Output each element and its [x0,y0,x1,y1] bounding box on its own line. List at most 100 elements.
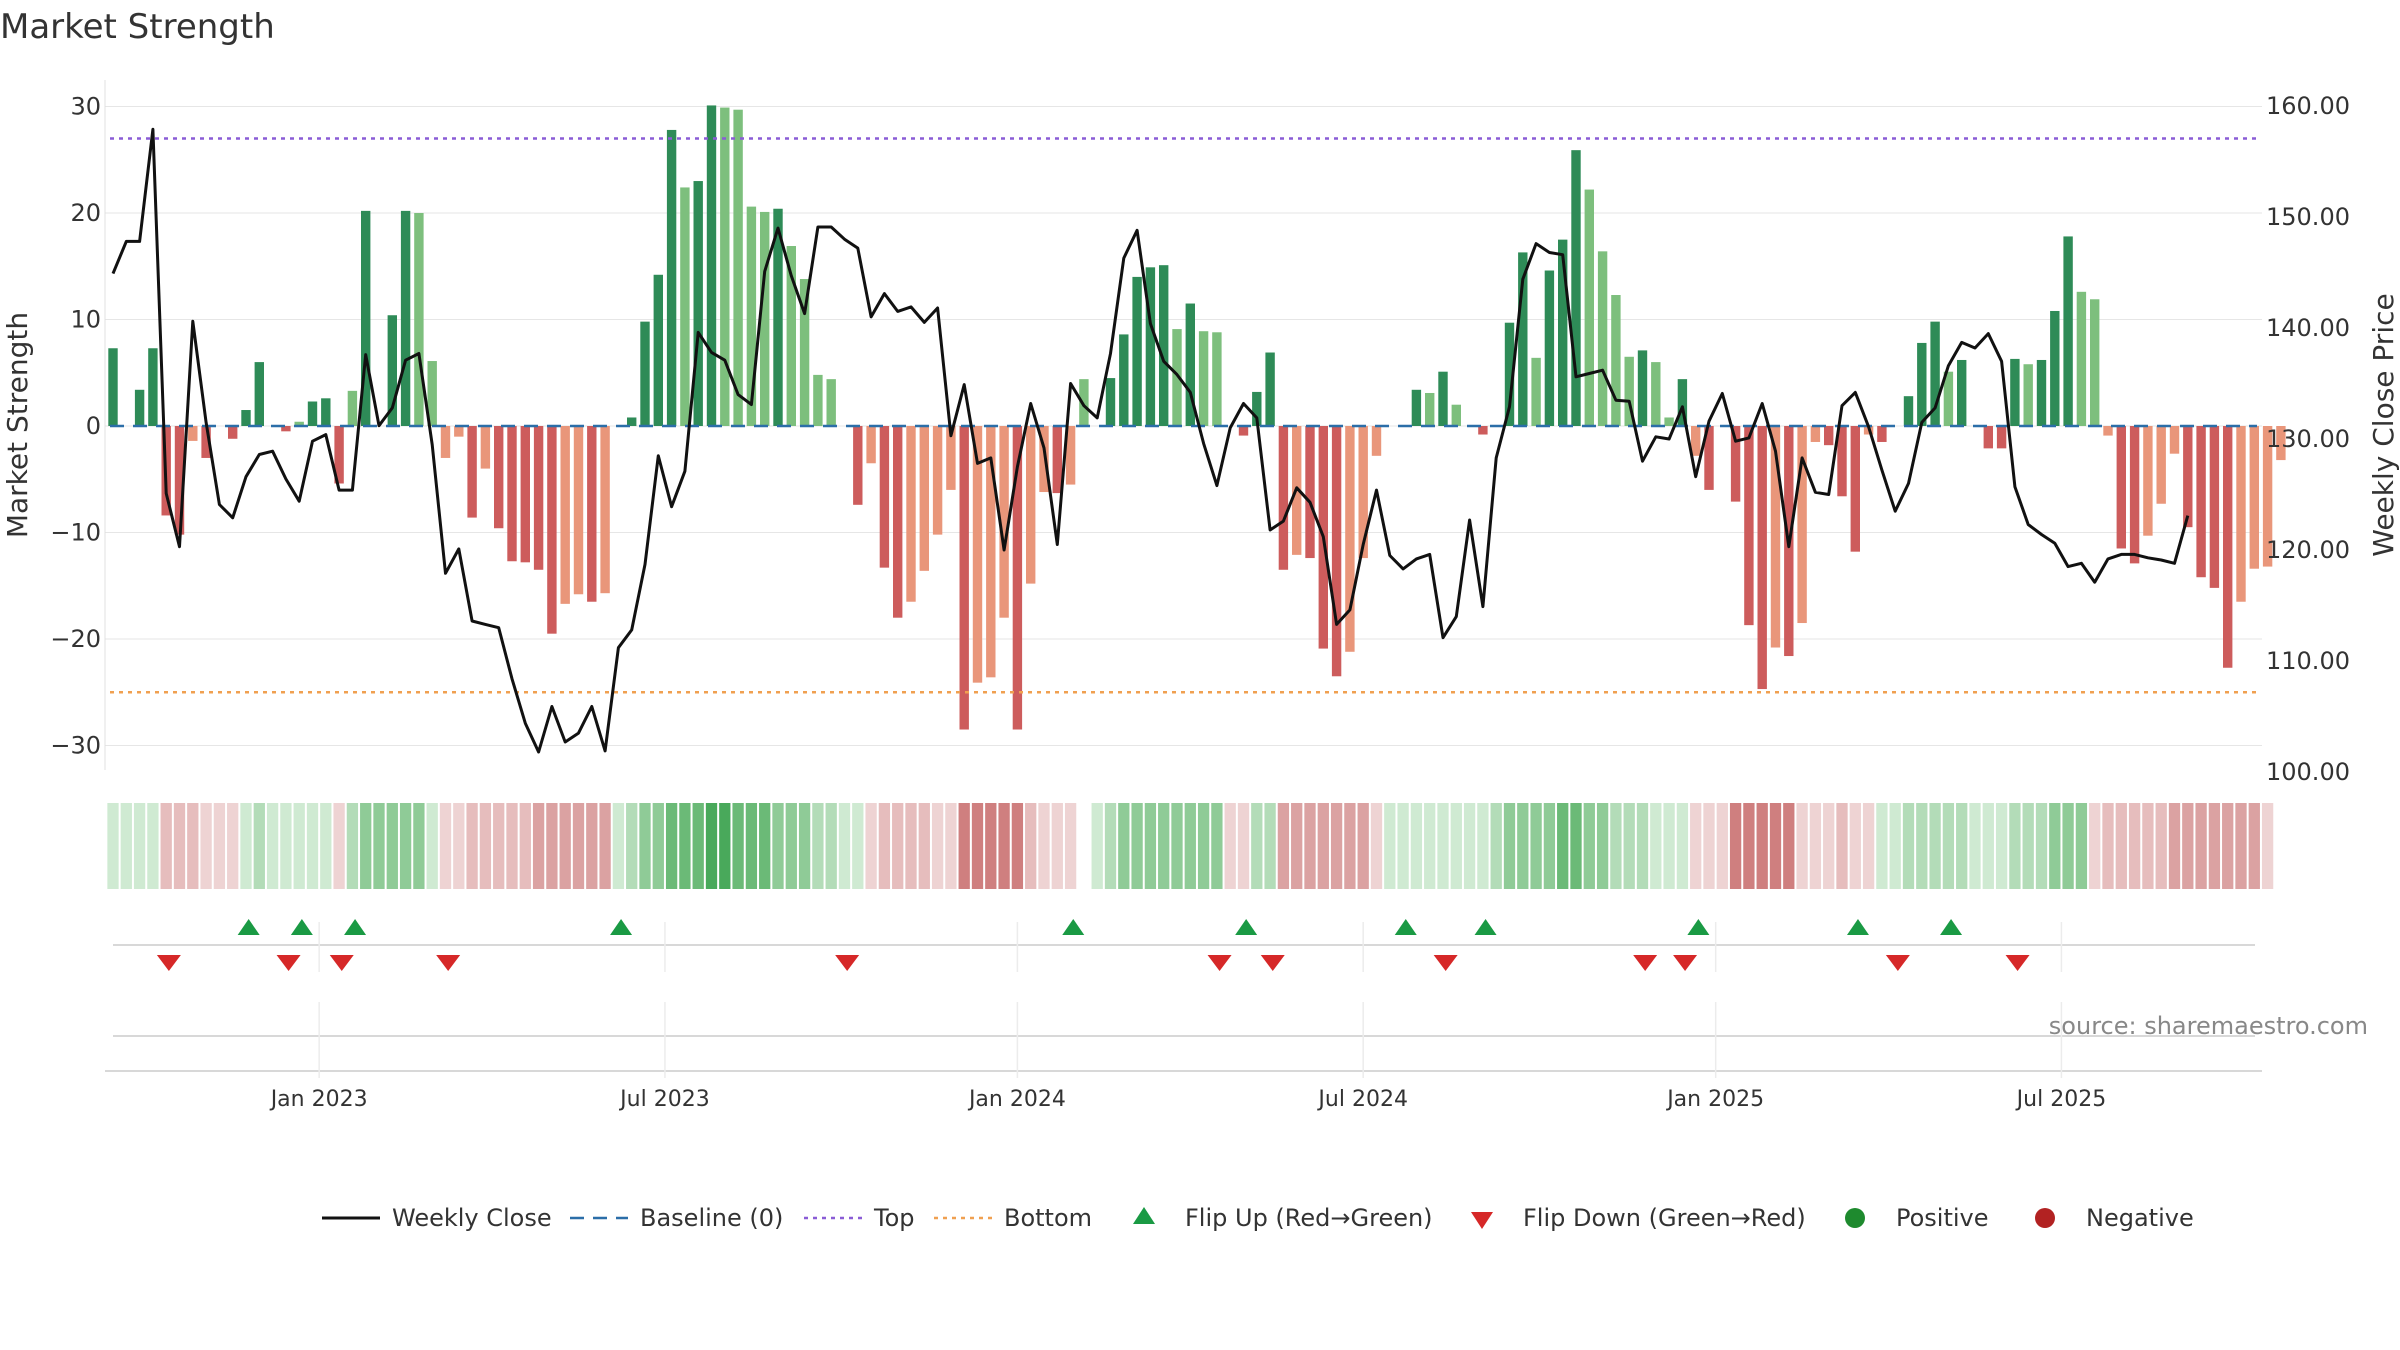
strength-bar-positive [666,129,677,426]
strength-bar-negative [533,426,544,570]
strength-bar-negative [1730,426,1741,502]
strength-bar-negative [2129,426,2140,564]
strength-bar-negative [1052,426,1062,494]
composite-cell [1330,803,1343,889]
composite-cell [306,803,319,889]
composite-cell [1410,803,1423,889]
strength-bar-positive [1145,267,1156,426]
composite-cell [1197,803,1210,889]
strength-bar-positive [786,246,796,426]
composite-cell [1796,803,1808,889]
composite-cell [1038,803,1050,889]
composite-cell [1623,803,1635,889]
strength-bar-positive [2076,291,2087,426]
composite-cell [399,803,412,889]
right-tick-label: 110.00 [2266,647,2350,675]
strength-bar-positive [2010,358,2020,426]
flip-down-marker [1885,955,1910,971]
composite-cell [2248,803,2260,889]
composite-cell [2168,803,2181,889]
composite-cell [1051,803,1063,889]
strength-bar-positive [2090,299,2100,426]
composite-cell [1610,803,1622,889]
strength-bar-positive [294,421,304,426]
strength-bar-positive [400,210,411,426]
legend-swatch-circle [2035,1208,2055,1228]
strength-bar-negative [2196,426,2206,578]
composite-cell [1118,803,1130,889]
strength-bar-positive [347,390,358,426]
composite-cell [413,803,425,889]
composite-cell [1437,803,1449,889]
composite-cell [1916,803,1928,889]
strength-bar-positive [706,105,717,426]
right-tick-label: 120.00 [2266,536,2350,564]
composite-cell [1477,803,1489,889]
composite-cell [2182,803,2194,889]
strength-bar-negative [2223,426,2233,668]
strength-bar-negative [946,426,956,490]
composite-cell [160,803,172,889]
composite-cell [532,803,545,889]
composite-cell [905,803,917,889]
source-note: source: sharemaestro.com [2049,1012,2368,1040]
composite-cell [1171,803,1183,889]
composite-cell [2195,803,2207,889]
composite-cell [1450,803,1462,889]
flip-down-marker [2005,955,2030,971]
composite-cell [453,803,465,889]
strength-bar-negative [1983,426,1993,449]
left-tick-label: −10 [50,519,101,547]
strength-bar-positive [321,398,331,426]
strength-bar-negative [1305,426,1315,559]
composite-cell [1158,803,1170,889]
left-tick-label: 0 [86,412,101,440]
weekly-close-line [111,127,2190,754]
composite-cell [1889,803,1901,889]
strength-bar-positive [1664,417,1674,426]
strength-bar-negative [1065,426,1076,485]
legend-label: Baseline (0) [640,1204,783,1232]
composite-cell [2222,803,2234,889]
date-tick-label: Jan 2024 [967,1087,1066,1112]
legend-item: Negative [2035,1204,2194,1232]
composite-cell [878,803,891,889]
flip-down-marker [1673,955,1698,971]
strength-bar-negative [1039,426,1049,493]
composite-cell [1636,803,1649,889]
strength-bar-negative [1478,426,1488,435]
composite-cell [240,803,252,889]
strength-bar-negative [2209,426,2220,588]
composite-cell [1064,803,1077,889]
composite-cell [1663,803,1675,889]
strength-bar-positive [2023,364,2033,426]
composite-cell [1929,803,1941,889]
strength-bar-positive [826,379,836,426]
strength-bar-negative [1810,426,1821,442]
strength-bar-positive [680,187,690,426]
composite-cell [493,803,505,889]
strength-bar-negative [1704,426,1714,490]
strength-bar-negative [467,426,477,518]
strength-bar-positive [2050,310,2060,426]
composite-cell [200,803,212,889]
composite-cell [1025,803,1037,889]
flip-up-marker [1235,919,1258,935]
composite-cell [2208,803,2221,889]
strength-bar-negative [1358,426,1368,559]
strength-bar-positive [1584,189,1594,426]
strength-bar-negative [1691,426,1701,456]
strength-bar-positive [134,389,145,426]
strength-bar-positive [1198,331,1209,426]
composite-cell [426,803,438,889]
strength-bar-negative [2249,426,2259,569]
flip-down-marker [835,955,860,971]
flip-down-marker [436,955,461,971]
strength-bar-negative [2156,426,2166,504]
composite-cell [253,803,265,889]
date-axis: Jan 2023 Jul 2023 Jan 2024 Jul 2024 Jan 2025… [105,1002,2262,1112]
strength-bar-negative [1797,426,1807,624]
strength-bar-negative [547,426,557,634]
strength-bar-positive [1105,378,1116,426]
